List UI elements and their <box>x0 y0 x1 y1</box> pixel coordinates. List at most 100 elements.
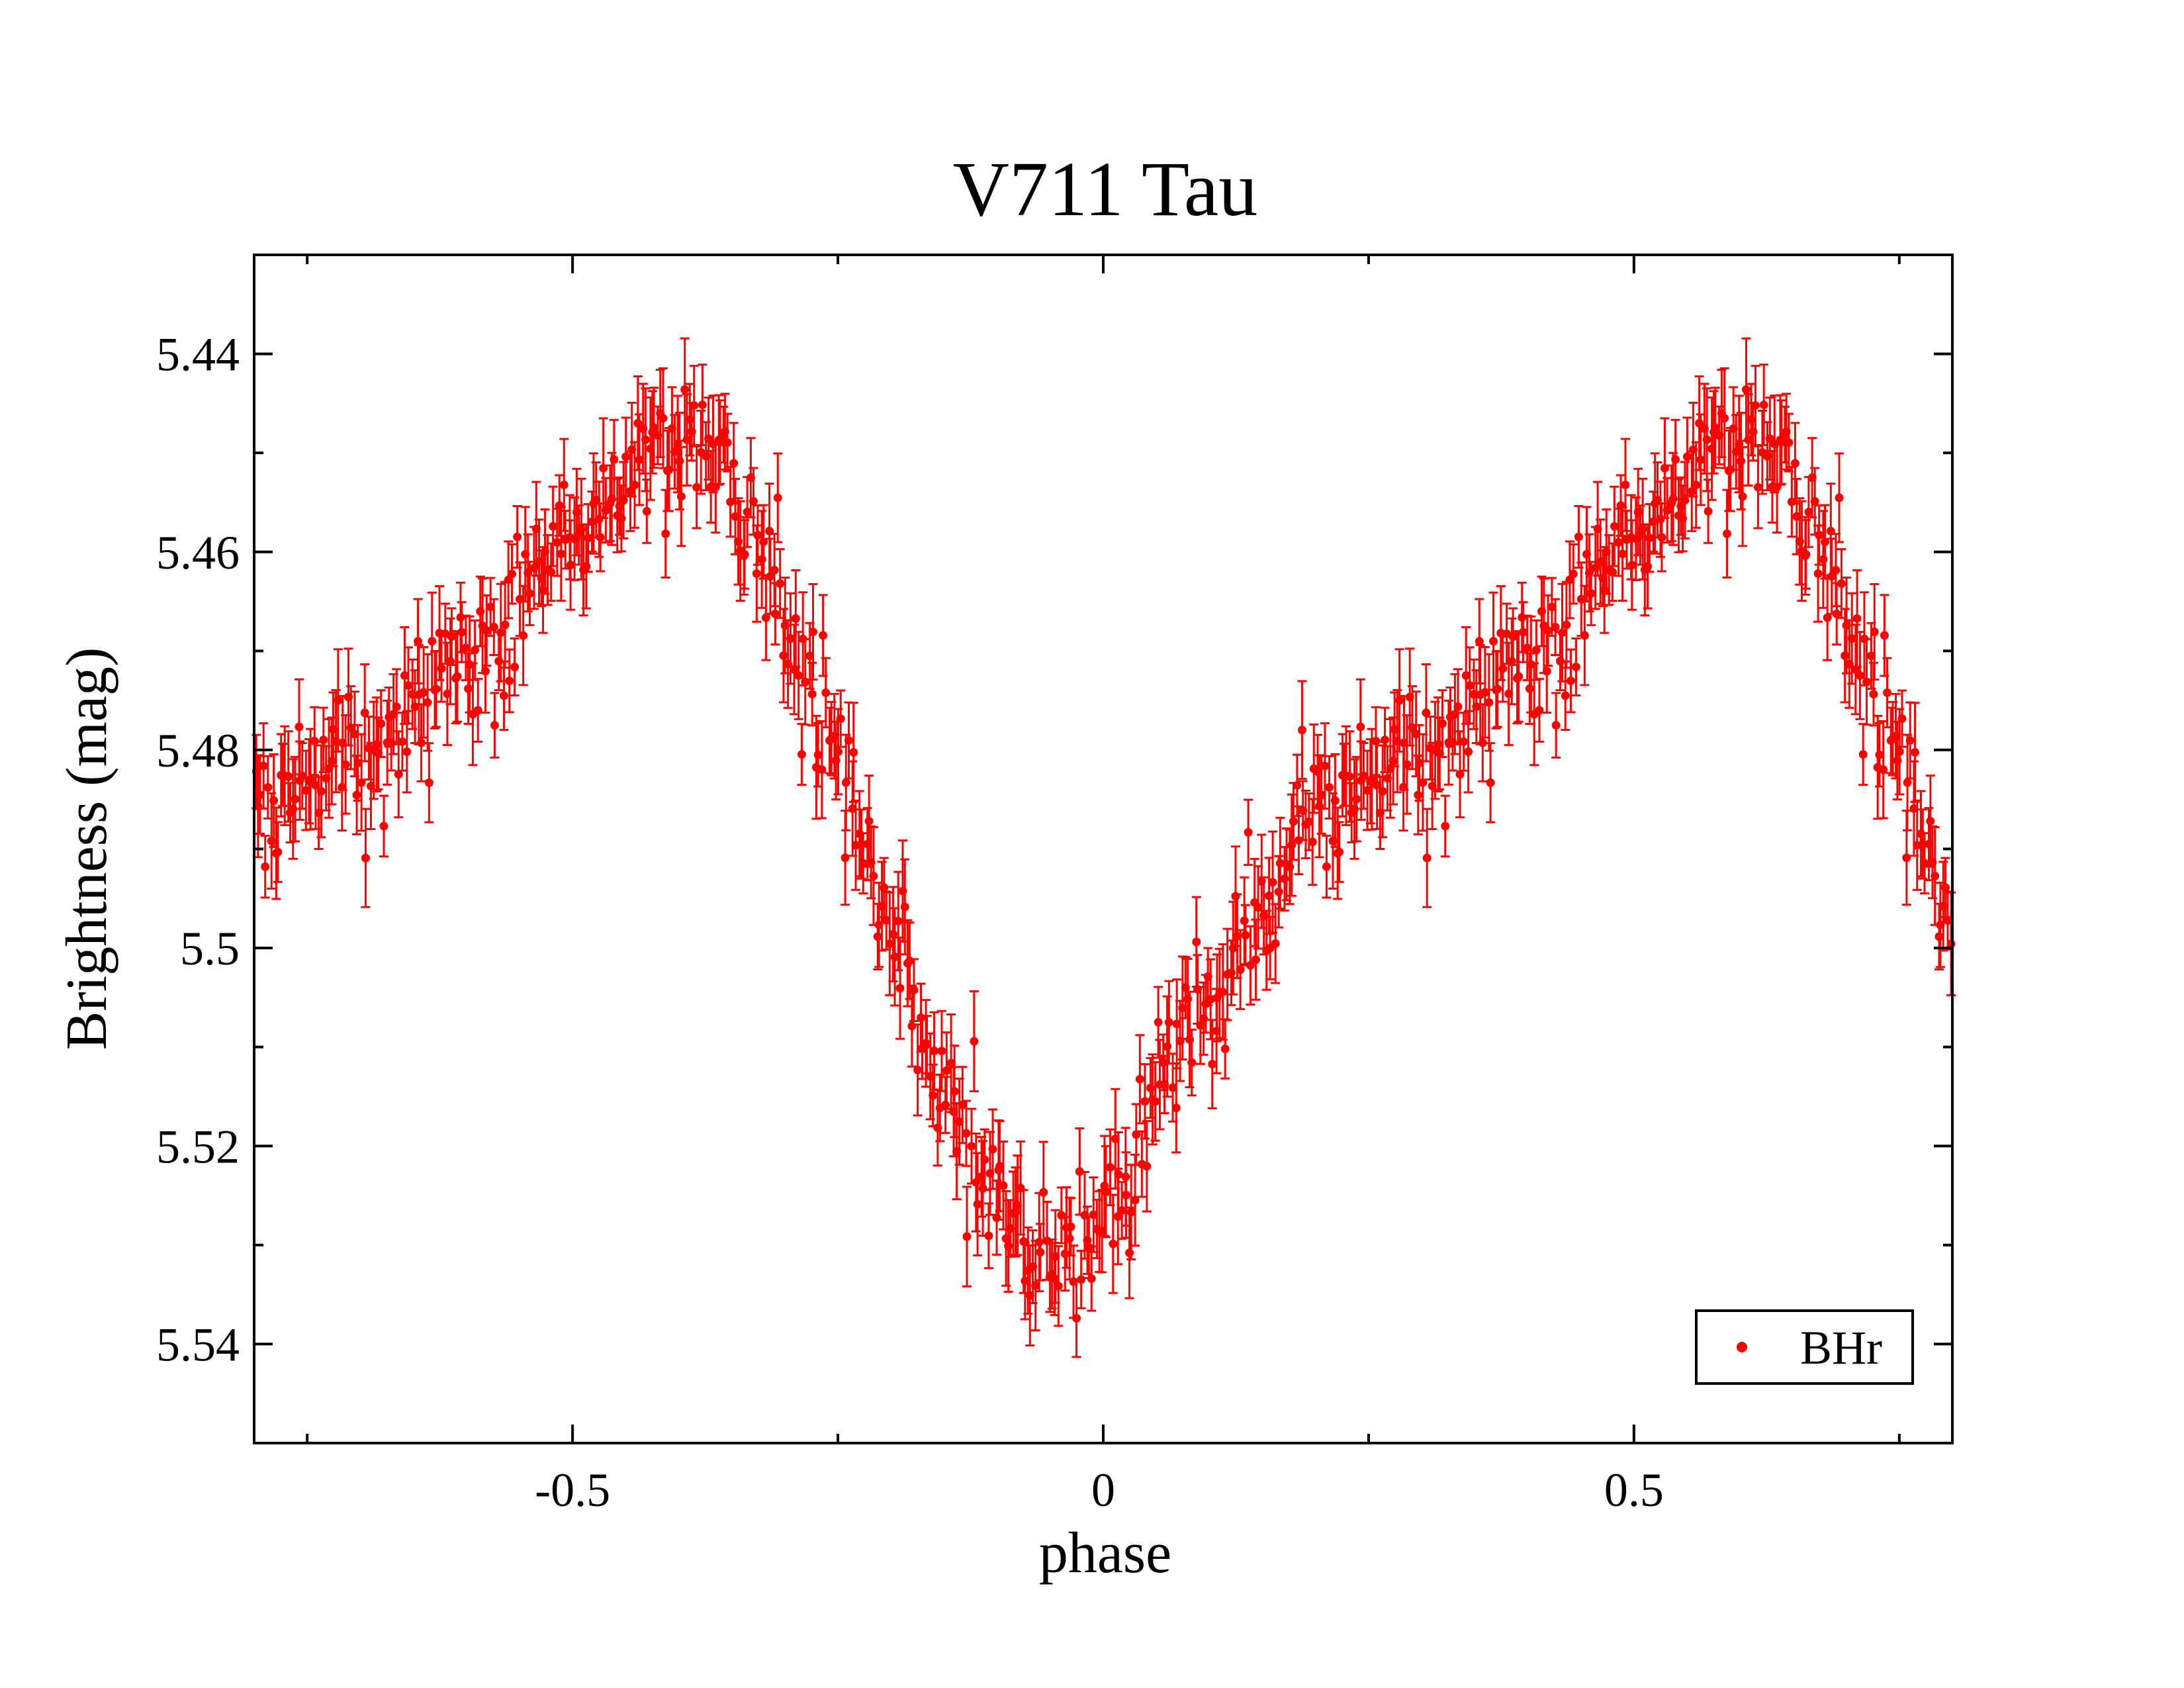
data-point <box>962 1232 972 1241</box>
data-point <box>601 506 610 515</box>
data-point <box>895 984 905 993</box>
data-point <box>1356 722 1365 731</box>
data-point <box>360 708 369 718</box>
data-point <box>424 778 433 787</box>
data-point <box>1039 1188 1048 1197</box>
data-point <box>1418 778 1428 787</box>
data-point <box>1508 632 1518 641</box>
data-point <box>1231 892 1240 901</box>
data-point <box>1484 698 1494 707</box>
data-point <box>1586 589 1596 598</box>
data-point <box>259 761 268 771</box>
data-point <box>306 774 315 784</box>
data-point <box>1151 1097 1160 1106</box>
data-point <box>1163 1042 1172 1051</box>
data-point <box>1897 714 1907 724</box>
data-point <box>757 555 766 564</box>
data-point <box>398 737 407 746</box>
data-point <box>1121 1190 1130 1199</box>
data-point <box>1518 628 1527 637</box>
data-point <box>1060 1249 1069 1258</box>
data-point <box>1308 837 1317 847</box>
data-point <box>1931 871 1940 880</box>
data-point <box>1089 1210 1098 1219</box>
x-tick-label: 0.5 <box>1604 1464 1664 1517</box>
data-point <box>1317 790 1326 800</box>
data-point <box>1422 708 1431 718</box>
data-point <box>510 663 520 672</box>
data-point <box>715 438 725 447</box>
legend-marker <box>1737 1342 1747 1352</box>
data-point <box>740 549 749 559</box>
data-point <box>1480 688 1490 697</box>
data-point <box>1832 609 1841 618</box>
data-point <box>909 986 919 995</box>
data-point <box>1241 931 1250 940</box>
data-point <box>1297 726 1306 735</box>
data-point <box>566 561 575 570</box>
data-point <box>584 534 593 543</box>
data-point <box>1171 1103 1181 1113</box>
data-point <box>698 400 707 410</box>
data-point <box>729 459 739 468</box>
y-tick-label: 5.5 <box>180 922 240 975</box>
data-point <box>805 651 815 661</box>
data-point <box>428 637 437 646</box>
data-point <box>547 567 556 577</box>
data-point <box>749 496 758 506</box>
data-point <box>496 628 506 637</box>
data-point <box>1810 496 1819 506</box>
data-point <box>1461 671 1471 680</box>
data-point <box>1680 496 1690 505</box>
data-point <box>284 772 293 781</box>
data-point <box>770 565 779 575</box>
data-point <box>1837 579 1846 588</box>
data-point <box>1819 555 1828 564</box>
data-point <box>1367 774 1377 784</box>
data-point <box>1643 562 1653 571</box>
data-point <box>761 613 770 622</box>
data-point <box>1345 772 1354 781</box>
data-point <box>499 691 508 700</box>
data-point <box>685 415 694 424</box>
y-tick-label: 5.46 <box>156 526 240 579</box>
data-point <box>1610 522 1619 531</box>
data-point <box>692 483 702 492</box>
data-point <box>1101 1187 1111 1196</box>
data-point <box>1408 723 1417 732</box>
data-point <box>480 667 490 676</box>
data-point <box>946 1058 956 1068</box>
data-point <box>1751 400 1760 410</box>
data-point <box>773 493 782 502</box>
data-point <box>858 859 868 868</box>
data-point <box>807 690 817 699</box>
data-point <box>1616 501 1625 510</box>
data-point <box>1441 821 1450 831</box>
data-point <box>404 680 413 690</box>
data-point <box>1869 690 1878 699</box>
data-point <box>1875 750 1884 759</box>
data-point <box>1218 988 1228 997</box>
data-point <box>1704 506 1713 516</box>
data-point <box>559 481 569 490</box>
data-point <box>1117 1206 1126 1215</box>
data-point <box>1910 748 1919 757</box>
data-point <box>1801 549 1811 559</box>
data-point <box>791 614 800 623</box>
data-point <box>1711 423 1720 432</box>
data-point <box>1359 771 1368 780</box>
data-point <box>1561 691 1570 700</box>
data-point <box>1114 1170 1123 1179</box>
data-point <box>1858 750 1868 759</box>
data-point <box>482 626 491 635</box>
data-point <box>1275 859 1285 868</box>
data-point <box>1847 634 1856 643</box>
data-point <box>1206 994 1215 1004</box>
data-point <box>1087 1274 1096 1284</box>
data-point <box>675 457 684 466</box>
data-point <box>907 1021 917 1031</box>
data-point <box>1879 765 1888 774</box>
data-point <box>1895 747 1904 757</box>
data-point <box>1054 1282 1063 1291</box>
data-point <box>263 782 273 792</box>
